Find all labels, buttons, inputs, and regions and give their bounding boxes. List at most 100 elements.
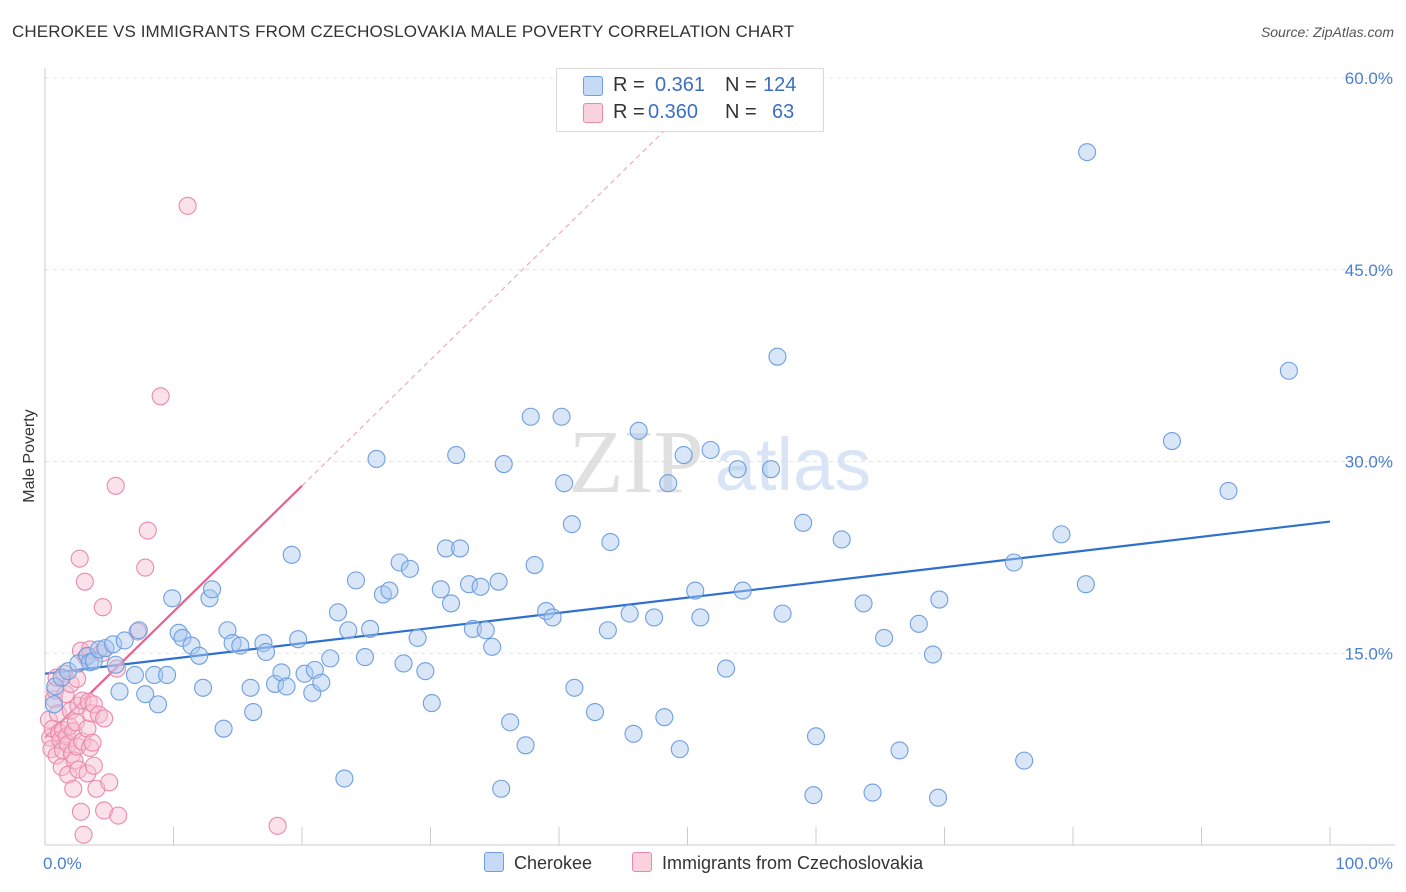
immigrants-point — [95, 801, 114, 820]
cherokee-point — [463, 619, 482, 639]
immigrants-point — [93, 598, 112, 617]
legend-row-cherokee: R = 0.361 N = 124 — [557, 74, 823, 100]
immigrants-point — [71, 802, 91, 821]
cherokee-point — [492, 779, 511, 798]
cherokee-point — [552, 407, 571, 426]
cherokee-point — [716, 659, 736, 678]
bottom-legend-label-cherokee: Cherokee — [514, 853, 593, 873]
cherokee-point — [46, 677, 65, 696]
cherokee-point — [601, 532, 620, 552]
chart-title: CHEROKEE VS IMMIGRANTS FROM CZECHOSLOVAK… — [12, 22, 795, 41]
immigrants-point — [64, 779, 83, 798]
immigrants-trend-line — [44, 485, 303, 739]
cherokee-point — [89, 640, 109, 659]
cherokee-point — [394, 654, 413, 673]
cherokee-point — [400, 559, 419, 578]
cherokee-point — [794, 513, 813, 532]
immigrants-point — [79, 692, 98, 711]
cherokee-point — [516, 736, 535, 755]
legend-n-label: N = — [725, 101, 757, 123]
immigrants-point — [68, 737, 87, 756]
immigrants-point — [95, 709, 114, 728]
immigrants-point — [178, 196, 197, 215]
cherokee-point — [471, 577, 490, 596]
legend-r-value: 0.360 — [648, 101, 699, 123]
bottom-legend-label-immigrants: Immigrants from Czechoslovakia — [662, 853, 924, 873]
y-tick-label: 15.0% — [1345, 644, 1393, 663]
immigrants-point — [78, 719, 97, 738]
y-tick-label: 45.0% — [1345, 261, 1393, 280]
cherokee-point — [1004, 553, 1023, 572]
cherokee-point — [1219, 481, 1238, 500]
cherokee-point — [416, 662, 435, 681]
cherokee-point — [328, 603, 348, 622]
cherokee-point — [1162, 431, 1181, 451]
legend-r-label: R = — [613, 101, 645, 123]
cherokee-point — [537, 602, 556, 621]
cherokee-point — [303, 683, 322, 702]
immigrants-point — [84, 756, 103, 775]
immigrants-point — [80, 738, 100, 757]
cherokee-point — [408, 628, 427, 647]
legend-row-immigrants: R = 0.360 N = 63 — [557, 101, 823, 127]
cherokee-point — [890, 741, 909, 760]
cherokee-point — [422, 694, 441, 713]
cherokee-point — [436, 539, 455, 558]
cherokee-point — [367, 449, 386, 468]
cherokee-point — [194, 678, 213, 697]
cherokee-point — [832, 530, 851, 549]
cherokee-point — [501, 713, 520, 732]
cherokee-point — [629, 421, 648, 440]
immigrants-point — [73, 691, 92, 710]
cherokee-point — [44, 695, 64, 714]
series-immigrants-points — [39, 196, 287, 844]
cherokee-point — [163, 589, 182, 608]
cherokee-point — [483, 637, 502, 656]
cherokee-point — [761, 460, 781, 479]
y-axis-label: Male Poverty — [21, 409, 38, 502]
legend-n-value: 63 — [772, 101, 795, 123]
immigrants-point — [78, 764, 97, 783]
watermark-zip: ZIP — [569, 413, 704, 512]
cherokee-point — [1052, 525, 1071, 544]
cherokee-point — [1015, 751, 1034, 770]
bottom-legend-swatch-immigrants — [632, 852, 652, 872]
cherokee-point — [768, 347, 787, 366]
immigrants-point — [74, 825, 93, 844]
immigrants-point — [138, 521, 157, 540]
immigrants-point — [151, 387, 170, 406]
cherokee-point — [106, 655, 125, 674]
immigrants-point — [109, 806, 128, 825]
cherokee-point — [686, 581, 705, 600]
cherokee-point — [854, 594, 873, 613]
cherokee-point — [543, 608, 562, 627]
cherokee-point — [1076, 575, 1095, 594]
cherokee-point — [494, 455, 513, 474]
immigrants-point — [65, 751, 84, 770]
immigrants-point — [268, 816, 287, 835]
cherokee-point — [115, 631, 134, 650]
cherokee-point — [655, 708, 674, 727]
cherokee-point — [489, 572, 508, 591]
cherokee-point — [182, 636, 201, 655]
cherokee-point — [565, 678, 584, 697]
cherokee-point — [125, 665, 144, 685]
legend-box: R = 0.361 N = 124 R = 0.360 N = 63 — [556, 68, 824, 132]
cherokee-point — [659, 474, 678, 493]
immigrants-point — [136, 558, 155, 577]
cherokee-point — [733, 581, 752, 600]
cherokee-point — [459, 575, 479, 594]
legend-r-label: R = — [613, 74, 645, 96]
cherokee-point — [380, 581, 399, 600]
legend-r-value: 0.361 — [655, 74, 706, 96]
watermark-atlas: atlas — [715, 423, 871, 506]
cherokee-point — [645, 608, 664, 627]
legend-swatch-immigrants — [583, 103, 603, 123]
cherokee-point — [521, 407, 540, 426]
cherokee-point — [149, 695, 168, 714]
cherokee-point — [244, 703, 263, 722]
cherokee-point — [670, 740, 689, 759]
cherokee-trend-line — [44, 520, 1331, 675]
cherokee-point — [929, 788, 948, 807]
cherokee-point — [525, 555, 544, 575]
